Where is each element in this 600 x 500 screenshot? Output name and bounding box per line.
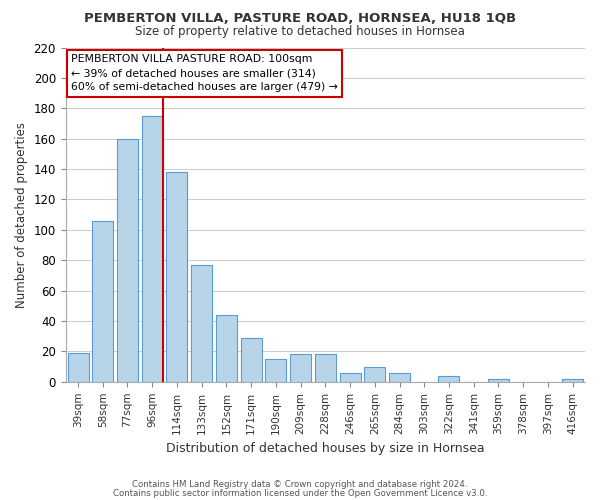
- Bar: [92, 220, 113, 382]
- Bar: [68, 353, 89, 382]
- Bar: [241, 338, 262, 382]
- Bar: [439, 376, 460, 382]
- Text: Size of property relative to detached houses in Hornsea: Size of property relative to detached ho…: [135, 25, 465, 38]
- Y-axis label: Number of detached properties: Number of detached properties: [15, 122, 28, 308]
- Bar: [265, 359, 286, 382]
- Bar: [216, 315, 237, 382]
- Text: Contains public sector information licensed under the Open Government Licence v3: Contains public sector information licen…: [113, 488, 487, 498]
- Bar: [290, 354, 311, 382]
- Bar: [364, 366, 385, 382]
- Bar: [191, 265, 212, 382]
- Text: PEMBERTON VILLA PASTURE ROAD: 100sqm
← 39% of detached houses are smaller (314)
: PEMBERTON VILLA PASTURE ROAD: 100sqm ← 3…: [71, 54, 338, 92]
- X-axis label: Distribution of detached houses by size in Hornsea: Distribution of detached houses by size …: [166, 442, 485, 455]
- Text: Contains HM Land Registry data © Crown copyright and database right 2024.: Contains HM Land Registry data © Crown c…: [132, 480, 468, 489]
- Bar: [315, 354, 336, 382]
- Text: PEMBERTON VILLA, PASTURE ROAD, HORNSEA, HU18 1QB: PEMBERTON VILLA, PASTURE ROAD, HORNSEA, …: [84, 12, 516, 26]
- Bar: [166, 172, 187, 382]
- Bar: [142, 116, 163, 382]
- Bar: [488, 379, 509, 382]
- Bar: [340, 372, 361, 382]
- Bar: [117, 138, 138, 382]
- Bar: [562, 379, 583, 382]
- Bar: [389, 372, 410, 382]
